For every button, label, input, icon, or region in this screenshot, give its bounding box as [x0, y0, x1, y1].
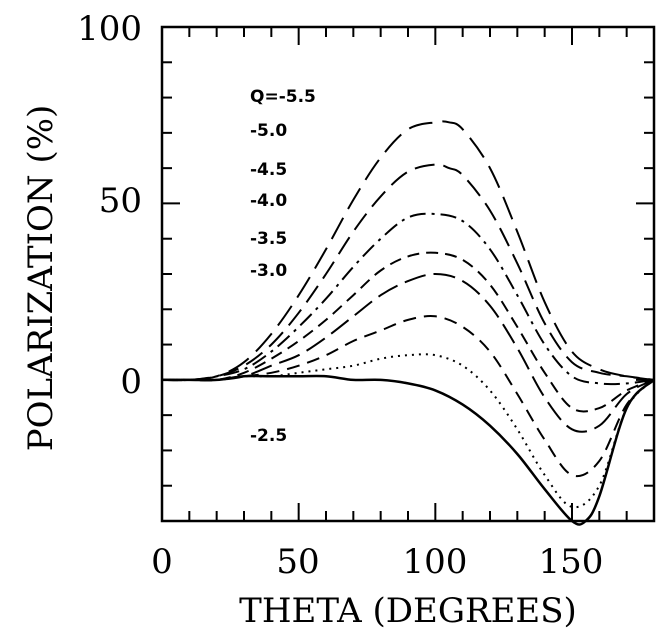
- series-line-6: [161, 315, 655, 478]
- series-label-5-0: -5.0: [250, 121, 287, 141]
- series-line-2: [161, 163, 655, 382]
- axis-ticks: [162, 27, 654, 521]
- x-tick-label-150: 150: [539, 542, 604, 582]
- x-tick-label-50: 50: [276, 542, 319, 582]
- series-label-q-5-5: Q=-5.5: [250, 87, 316, 107]
- series-line-5: [161, 272, 655, 433]
- y-tick-label-100: 100: [77, 9, 142, 49]
- series-label-4-5: -4.5: [250, 160, 287, 180]
- x-tick-label-100: 100: [403, 542, 468, 582]
- series-label-2-5: -2.5: [250, 426, 287, 446]
- series-label-3-0: -3.0: [250, 261, 287, 281]
- series-label-3-5: -3.5: [250, 229, 287, 249]
- series-line-1: [161, 120, 655, 382]
- x-tick-label-0: 0: [151, 542, 173, 582]
- plot-frame: [160, 25, 656, 523]
- series-line-4: [161, 251, 655, 413]
- series-label-4-0: -4.0: [250, 191, 287, 211]
- series-line-8: [161, 374, 655, 526]
- curves: [161, 120, 655, 526]
- x-axis-title: THETA (DEGREES): [239, 591, 577, 631]
- y-tick-label-50: 50: [99, 181, 142, 221]
- y-axis-title: POLARIZATION (%): [21, 105, 61, 452]
- y-tick-label-0: 0: [120, 362, 142, 402]
